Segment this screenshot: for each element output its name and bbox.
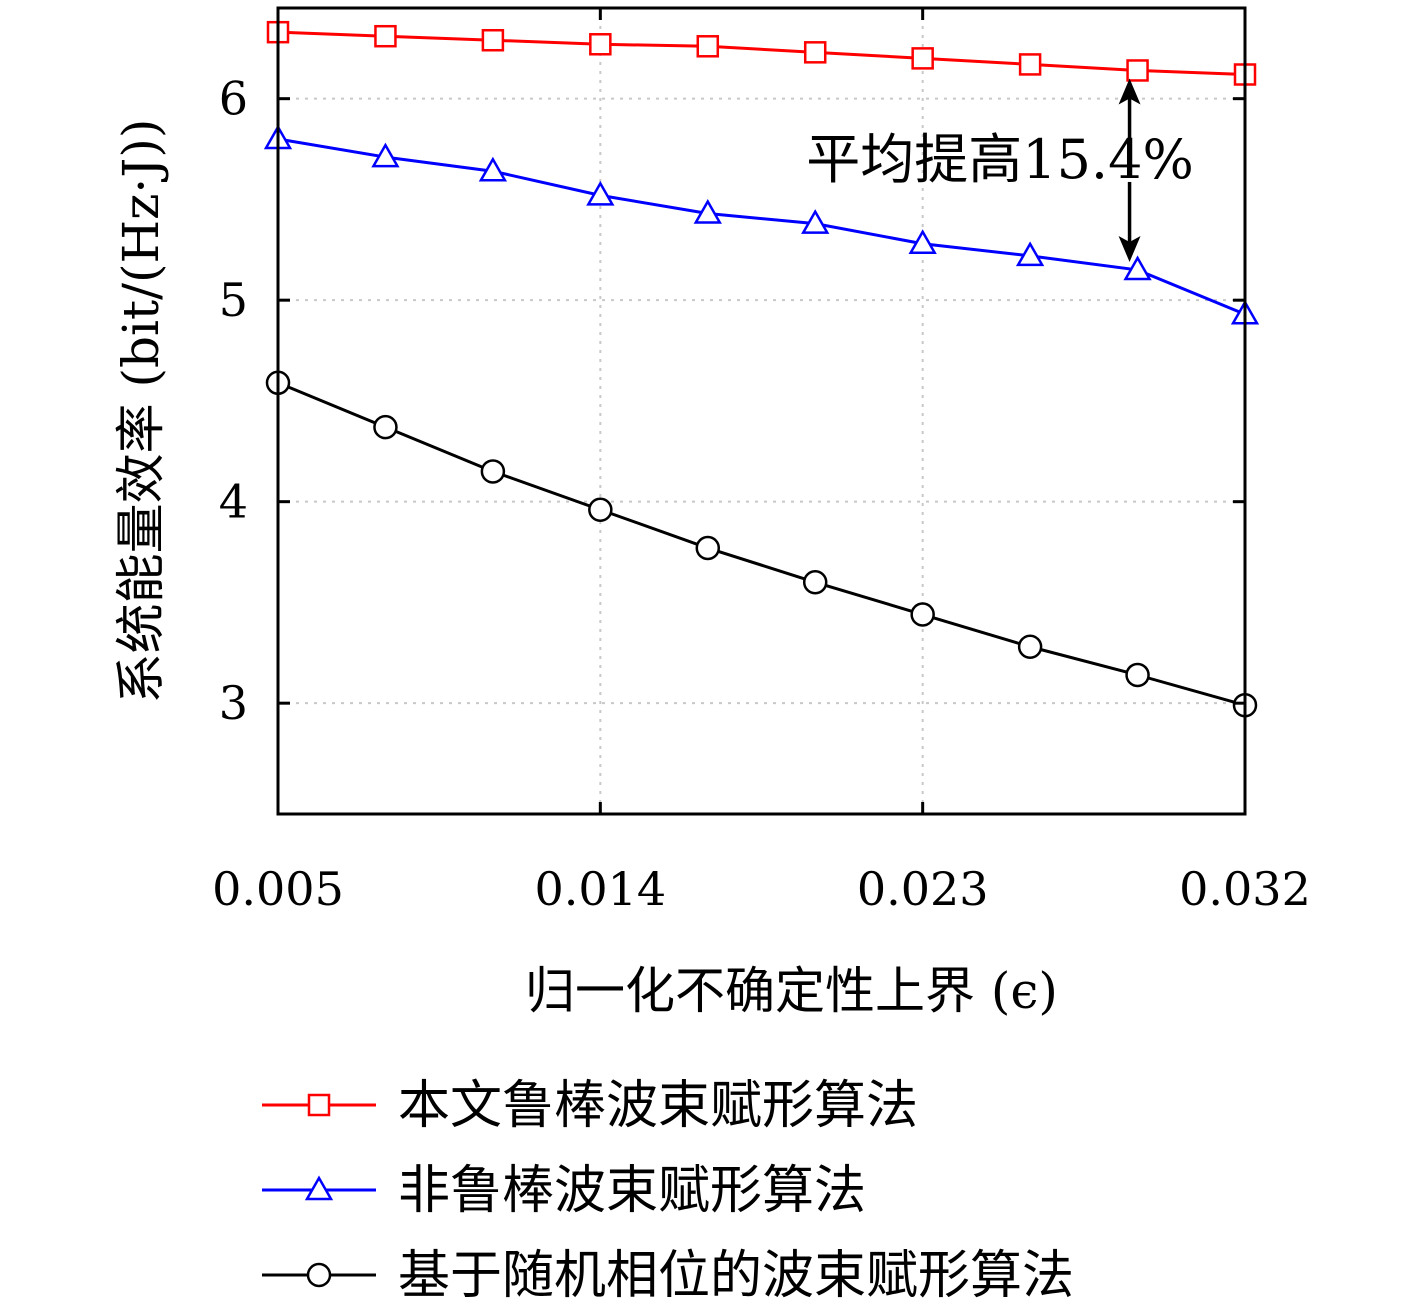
y-axis-title: 系统能量效率 (bit/(Hz·J)) bbox=[112, 119, 170, 704]
data-point-square bbox=[589, 33, 612, 56]
legend-marker bbox=[306, 1262, 332, 1288]
y-tick-label: 4 bbox=[219, 475, 248, 529]
y-tick-label: 6 bbox=[219, 72, 248, 126]
legend-label: 本文鲁棒波束赋形算法 bbox=[398, 1076, 918, 1136]
legend-item-square: 本文鲁棒波束赋形算法 bbox=[262, 1076, 918, 1136]
series-layer bbox=[263, 20, 1260, 718]
annotation: 平均提高15.4% bbox=[806, 78, 1194, 262]
data-point-triangle bbox=[801, 209, 830, 234]
annotation-arrowhead-down bbox=[1118, 235, 1141, 262]
data-point-triangle bbox=[1015, 241, 1045, 267]
series-circle bbox=[265, 370, 1258, 718]
y-tick-label: 5 bbox=[219, 273, 248, 327]
x-tick-label: 0.023 bbox=[857, 862, 989, 916]
series-triangle bbox=[263, 124, 1260, 325]
series-square bbox=[266, 20, 1257, 86]
data-point-triangle bbox=[693, 199, 722, 224]
data-point-triangle bbox=[908, 229, 937, 255]
series-line-square bbox=[277, 30, 1246, 76]
x-tick-label: 0.032 bbox=[1179, 862, 1311, 916]
series-line-circle bbox=[277, 381, 1246, 707]
legend-item-triangle: 非鲁棒波束赋形算法 bbox=[262, 1161, 866, 1221]
data-point-square bbox=[374, 24, 397, 48]
data-point-circle bbox=[802, 570, 828, 595]
legend-marker bbox=[304, 1175, 334, 1201]
data-point-circle bbox=[910, 602, 935, 627]
data-point-triangle bbox=[1123, 255, 1152, 281]
legend-label: 非鲁棒波束赋形算法 bbox=[398, 1161, 866, 1221]
data-point-circle bbox=[480, 459, 506, 484]
data-point-triangle bbox=[371, 142, 400, 168]
x-tick-label: 0.005 bbox=[212, 862, 344, 916]
data-point-triangle bbox=[586, 180, 615, 206]
annotation-label: 平均提高15.4% bbox=[806, 128, 1194, 191]
data-point-circle bbox=[1125, 662, 1150, 688]
data-point-circle bbox=[1017, 634, 1043, 660]
data-point-circle bbox=[373, 414, 398, 440]
data-point-square bbox=[1126, 59, 1149, 82]
annotation-arrowhead-up bbox=[1118, 78, 1141, 105]
series-line-triangle bbox=[277, 137, 1246, 316]
data-point-square bbox=[696, 35, 720, 58]
axis-ticks: 0.005 0.014 0.023 0.032 3 4 5 6 bbox=[212, 8, 1311, 916]
legend-label: 基于随机相位的波束赋形算法 bbox=[398, 1246, 1074, 1306]
x-axis-title: 归一化不确定性上界 (ϵ) bbox=[525, 962, 1058, 1020]
data-point-square bbox=[1018, 53, 1042, 76]
x-tick-label: 0.014 bbox=[534, 862, 666, 916]
y-tick-label: 3 bbox=[219, 676, 248, 730]
data-point-square bbox=[911, 47, 934, 70]
plot-frame bbox=[276, 6, 1247, 816]
data-point-square bbox=[803, 41, 827, 64]
data-point-circle bbox=[695, 535, 721, 561]
data-point-square bbox=[481, 28, 505, 52]
data-point-triangle bbox=[478, 156, 508, 182]
legend-marker bbox=[307, 1093, 331, 1117]
legend-item-circle: 基于随机相位的波束赋形算法 bbox=[262, 1246, 1074, 1306]
data-point-circle bbox=[588, 497, 613, 522]
